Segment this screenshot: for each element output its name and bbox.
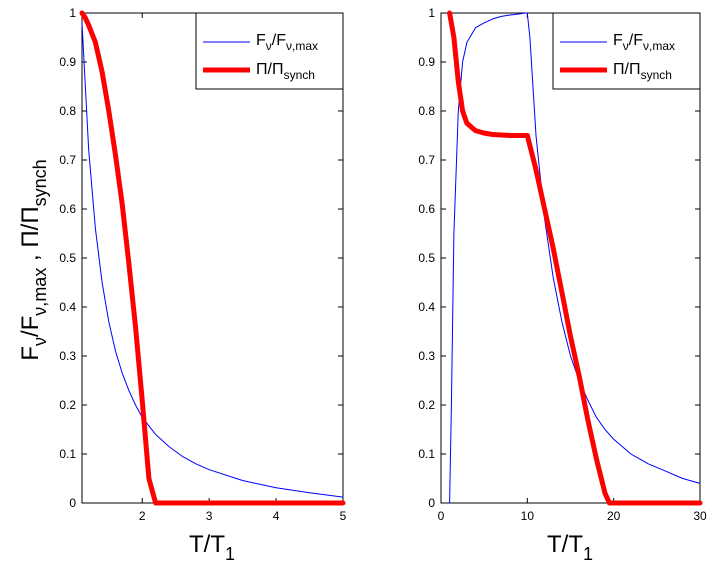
left-xtick-label: 4 xyxy=(273,509,280,523)
legend-f-sub: ν xyxy=(266,39,272,53)
right-ytick-label: 0.7 xyxy=(418,153,435,167)
left-legend-box xyxy=(195,12,344,90)
right-xlabel-main: T/T xyxy=(547,531,583,558)
left-ytick-label: 0.5 xyxy=(59,251,76,265)
right-ytick-label: 0.6 xyxy=(418,202,435,216)
right-xtick-label: 10 xyxy=(521,509,535,523)
left-ytick-label: 0.3 xyxy=(59,349,76,363)
left-ytick-label: 0.6 xyxy=(59,202,76,216)
left-legend-label-p: Π/Πsynch xyxy=(256,61,315,82)
legend-f-sub2: ν,max xyxy=(286,39,318,53)
right-series-flux xyxy=(449,12,701,504)
left-xlabel-main: T/T xyxy=(189,531,225,558)
legend-f-slash: /F xyxy=(629,32,643,49)
right-xlabel-sub: 1 xyxy=(583,544,593,564)
right-ytick-label: 1 xyxy=(428,6,435,20)
left-legend-label-f: Fν/Fν,max xyxy=(256,32,318,53)
right-xtick-label: 20 xyxy=(607,509,621,523)
right-x-axis-label: T/T1 xyxy=(547,531,593,564)
right-ytick-label: 0.9 xyxy=(418,55,435,69)
ylabel-fmax-sub: ν,max xyxy=(30,268,50,316)
legend-p-main: Π/Π xyxy=(256,61,284,78)
right-xtick-label: 0 xyxy=(438,509,445,523)
left-xtick-label: 5 xyxy=(340,509,347,523)
right-ytick-label: 0.8 xyxy=(418,104,435,118)
right-xtick-label: 30 xyxy=(693,509,707,523)
left-series-flux xyxy=(81,22,344,498)
left-series xyxy=(79,10,346,506)
right-ytick-label: 0.1 xyxy=(418,447,435,461)
ylabel-synch-sub: synch xyxy=(30,159,50,206)
left-ticks: 0 0.1 0.2 0.3 0.4 0.5 0.6 0.7 0.8 0.9 1 2 3 4 5 xyxy=(59,6,346,523)
ylabel-pi: , Π/Π xyxy=(17,206,44,267)
legend-p-sub: synch xyxy=(641,68,672,82)
right-legend-box xyxy=(552,12,701,90)
legend-f-main: F xyxy=(613,32,623,49)
left-ytick-label: 0.9 xyxy=(59,55,76,69)
legend-f-main: F xyxy=(256,32,266,49)
y-axis-label: Fν/Fν,max , Π/Πsynch xyxy=(17,159,50,360)
ylabel-f-sub: ν xyxy=(30,337,50,346)
left-panel: 0 0.1 0.2 0.3 0.4 0.5 0.6 0.7 0.8 0.9 1 2 3 4 5 Fν/Fν,… xyxy=(59,6,346,564)
legend-f-sub: ν xyxy=(623,39,629,53)
left-x-axis-label: T/T1 xyxy=(189,531,235,564)
left-ytick-label: 0.7 xyxy=(59,153,76,167)
legend-p-main: Π/Π xyxy=(613,61,641,78)
left-plot-area: 0 0.1 0.2 0.3 0.4 0.5 0.6 0.7 0.8 0.9 1 2 3 4 5 xyxy=(59,6,346,523)
left-xtick-label: 3 xyxy=(206,509,213,523)
left-ytick-label: 0.4 xyxy=(59,300,76,314)
right-legend-label-f: Fν/Fν,max xyxy=(613,32,675,53)
left-series-polarization xyxy=(79,10,346,506)
left-ytick-label: 0.8 xyxy=(59,104,76,118)
right-series xyxy=(447,10,703,506)
left-xtick-label: 2 xyxy=(139,509,146,523)
right-ytick-label: 0.2 xyxy=(418,398,435,412)
legend-p-sub: synch xyxy=(284,68,315,82)
right-legend: Fν/Fν,max Π/Πsynch xyxy=(552,12,701,90)
left-ytick-label: 0.2 xyxy=(59,398,76,412)
ylabel-f: F xyxy=(17,346,44,361)
legend-f-sub2: ν,max xyxy=(643,39,675,53)
right-series-polarization xyxy=(447,10,703,506)
right-legend-label-p: Π/Πsynch xyxy=(613,61,672,82)
right-ytick-label: 0.5 xyxy=(418,251,435,265)
right-ytick-label: 0.4 xyxy=(418,300,435,314)
ylabel-slash-f: /F xyxy=(17,316,44,337)
left-ytick-label: 0.1 xyxy=(59,447,76,461)
left-xlabel-sub: 1 xyxy=(225,544,235,564)
right-ytick-label: 0 xyxy=(428,496,435,510)
right-ytick-label: 0.3 xyxy=(418,349,435,363)
left-ytick-label: 1 xyxy=(69,6,76,20)
left-ytick-label: 0 xyxy=(69,496,76,510)
right-panel: 00.10.20.30.40.50.60.70.80.910 10 20 30 Fν/… xyxy=(418,6,707,564)
legend-f-slash: /F xyxy=(272,32,286,49)
left-legend: Fν/Fν,max Π/Πsynch xyxy=(195,12,344,90)
right-ticks: 00.10.20.30.40.50.60.70.80.910 10 20 30 xyxy=(418,6,707,523)
